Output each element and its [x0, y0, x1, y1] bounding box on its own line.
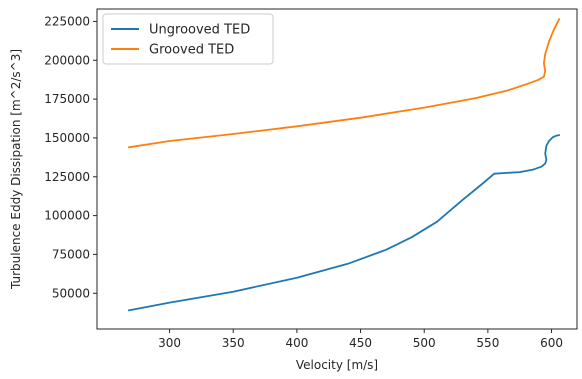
x-tick-label: 550 [476, 336, 499, 350]
legend-label-2: Grooved TED [149, 43, 234, 58]
y-tick-label: 100000 [44, 209, 90, 223]
legend-box [102, 13, 274, 65]
x-tick-label: 300 [158, 336, 181, 350]
x-tick-label: 600 [540, 336, 563, 350]
y-tick-label: 50000 [52, 286, 90, 300]
series-line-2 [127, 18, 561, 149]
x-tick-label: 500 [413, 336, 436, 350]
x-tick-label: 350 [222, 336, 245, 350]
legend-label-1: Ungrooved TED [149, 23, 250, 38]
y-tick-label: 75000 [52, 247, 90, 261]
y-tick-label: 225000 [44, 14, 90, 28]
x-axis-label: Velocity [m/s] [296, 358, 378, 372]
series-line-1 [127, 134, 561, 312]
y-tick-label: 150000 [44, 131, 90, 145]
plot-frame [96, 8, 578, 330]
x-tick-label: 450 [349, 336, 372, 350]
y-tick-label: 125000 [44, 170, 90, 184]
y-axis-ticks: 50000 75000 100000 125000 150000 175000 200000… [44, 14, 97, 300]
plot-lines [127, 18, 561, 312]
x-tick-label: 400 [285, 336, 308, 350]
y-tick-label: 175000 [44, 92, 90, 106]
y-axis-label: Turbulence Eddy Dissipation [m^2/s^3] [9, 49, 23, 290]
y-tick-label: 200000 [44, 53, 90, 67]
legend: Ungrooved TED Grooved TED [102, 13, 274, 65]
x-axis-ticks: 300 350 400 450 500 550 600 [158, 329, 563, 350]
